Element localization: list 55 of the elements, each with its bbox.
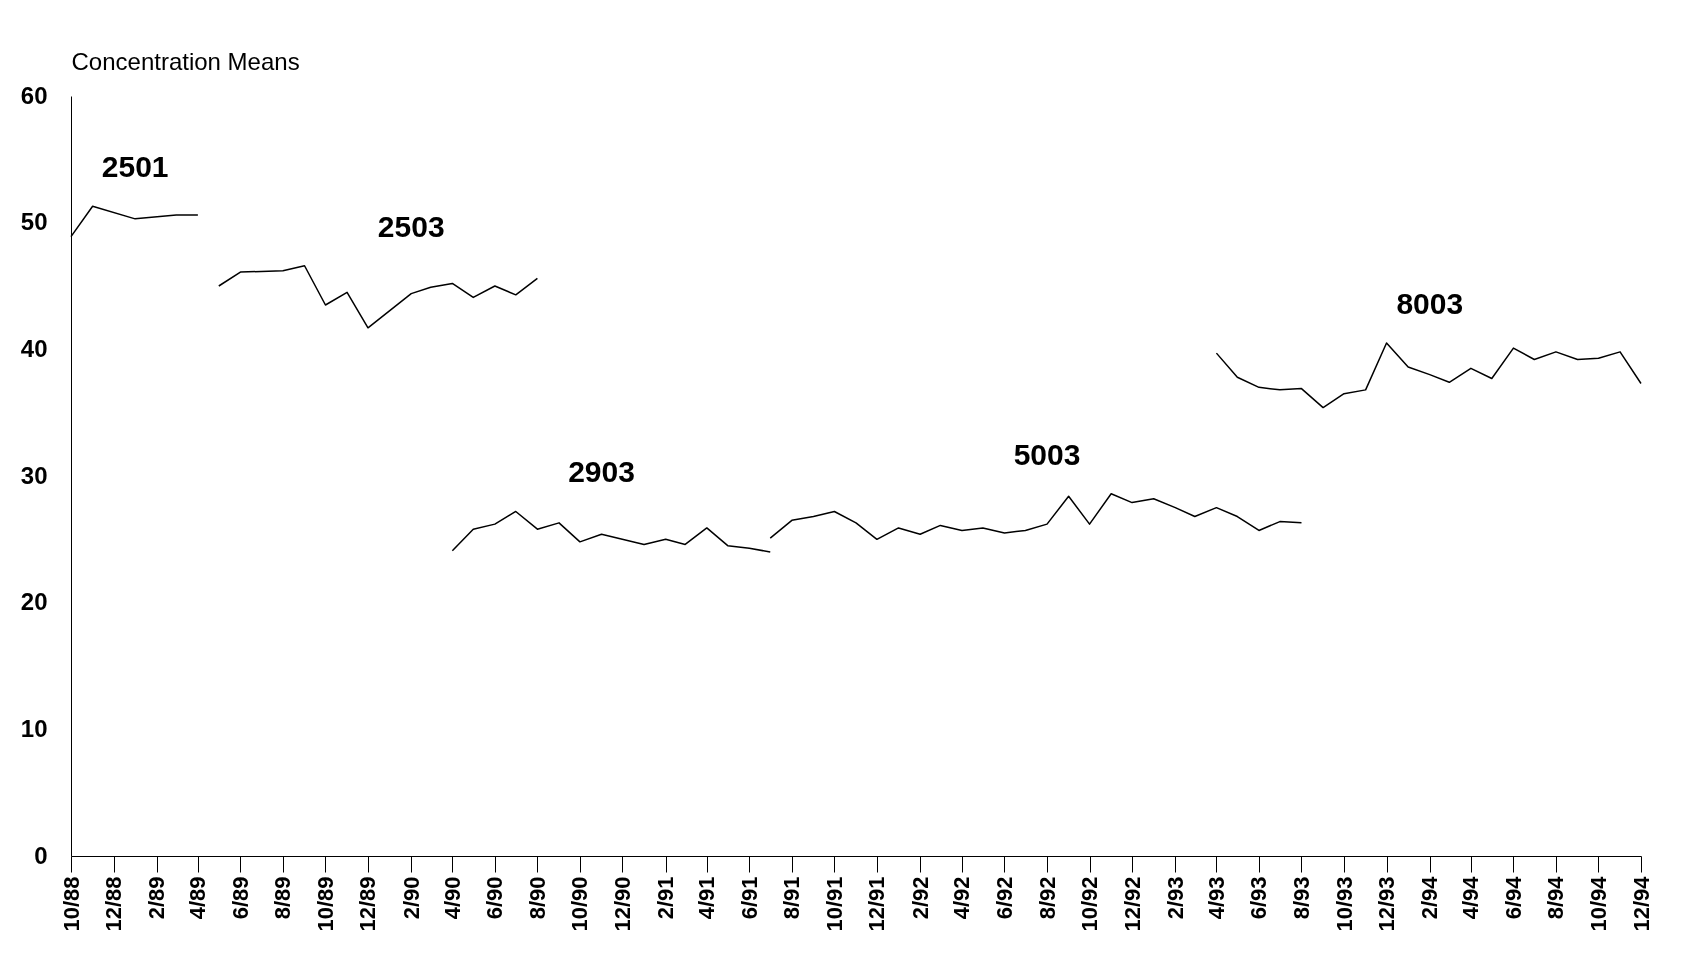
x-tick-label: 2/91: [653, 876, 679, 920]
y-axis-title: Concentration Means: [71, 47, 300, 75]
x-tick-label: 10/91: [821, 876, 847, 932]
x-tick-label: 2/92: [907, 876, 933, 920]
x-tick-label: 2/89: [144, 876, 170, 920]
x-tick-label: 10/94: [1585, 875, 1611, 932]
x-tick-label: 6/93: [1246, 876, 1272, 920]
y-tick-label: 50: [20, 208, 48, 236]
series-label: 2501: [101, 150, 169, 184]
y-tick-label: 60: [20, 81, 48, 109]
x-tick-label: 8/91: [779, 876, 805, 920]
series-label: 2903: [568, 455, 635, 489]
x-tick-label: 12/90: [609, 876, 635, 932]
y-tick-label: 0: [34, 841, 48, 869]
line-series: [451, 510, 771, 553]
x-tick-label: 10/93: [1331, 876, 1357, 932]
x-tick-label: 2/94: [1417, 875, 1443, 920]
x-tick-label: 6/94: [1500, 875, 1526, 920]
x-tick-label: 10/88: [58, 876, 84, 932]
x-tick-label: 4/91: [694, 876, 720, 920]
x-tick-label: 4/94: [1458, 875, 1484, 920]
x-tick-label: 6/89: [227, 876, 253, 920]
x-tick-label: 8/90: [524, 876, 550, 920]
x-tick-label: 8/93: [1288, 876, 1314, 920]
y-tick-label: 30: [20, 461, 48, 489]
line-series: [769, 492, 1303, 541]
x-tick-label: 2/90: [398, 876, 424, 920]
y-tick-label: 40: [20, 334, 48, 362]
x-tick-label: 4/89: [185, 876, 211, 920]
x-tick-label: 6/90: [482, 876, 508, 920]
x-tick-label: 12/89: [355, 876, 381, 932]
x-tick-label: 2/93: [1162, 876, 1188, 920]
x-tick-label: 6/91: [736, 876, 762, 920]
x-tick-label: 10/90: [567, 876, 593, 932]
x-tick-label: 12/94: [1628, 875, 1654, 932]
x-tick-label: 12/88: [101, 876, 127, 932]
x-tick-label: 8/89: [270, 876, 296, 920]
series-label: 2503: [377, 209, 445, 243]
x-tick-label: 12/92: [1119, 876, 1145, 932]
y-tick-label: 10: [20, 714, 48, 742]
line-series: [218, 264, 539, 329]
x-tick-label: 8/92: [1034, 876, 1060, 920]
x-tick-label: 12/91: [864, 876, 890, 932]
line-series: [1215, 342, 1642, 409]
y-tick-label: 20: [20, 588, 48, 616]
series-label: 5003: [1013, 437, 1081, 471]
x-tick-label: 10/89: [312, 876, 338, 932]
x-tick-label: 4/90: [439, 876, 465, 920]
x-tick-label: 6/92: [991, 876, 1017, 920]
series-label: 8003: [1396, 287, 1464, 320]
x-tick-label: 12/93: [1374, 876, 1400, 932]
x-tick-label: 10/92: [1077, 876, 1103, 932]
x-tick-label: 4/92: [949, 876, 975, 920]
x-tick-label: 4/93: [1203, 876, 1229, 920]
x-tick-label: 8/94: [1543, 875, 1569, 920]
